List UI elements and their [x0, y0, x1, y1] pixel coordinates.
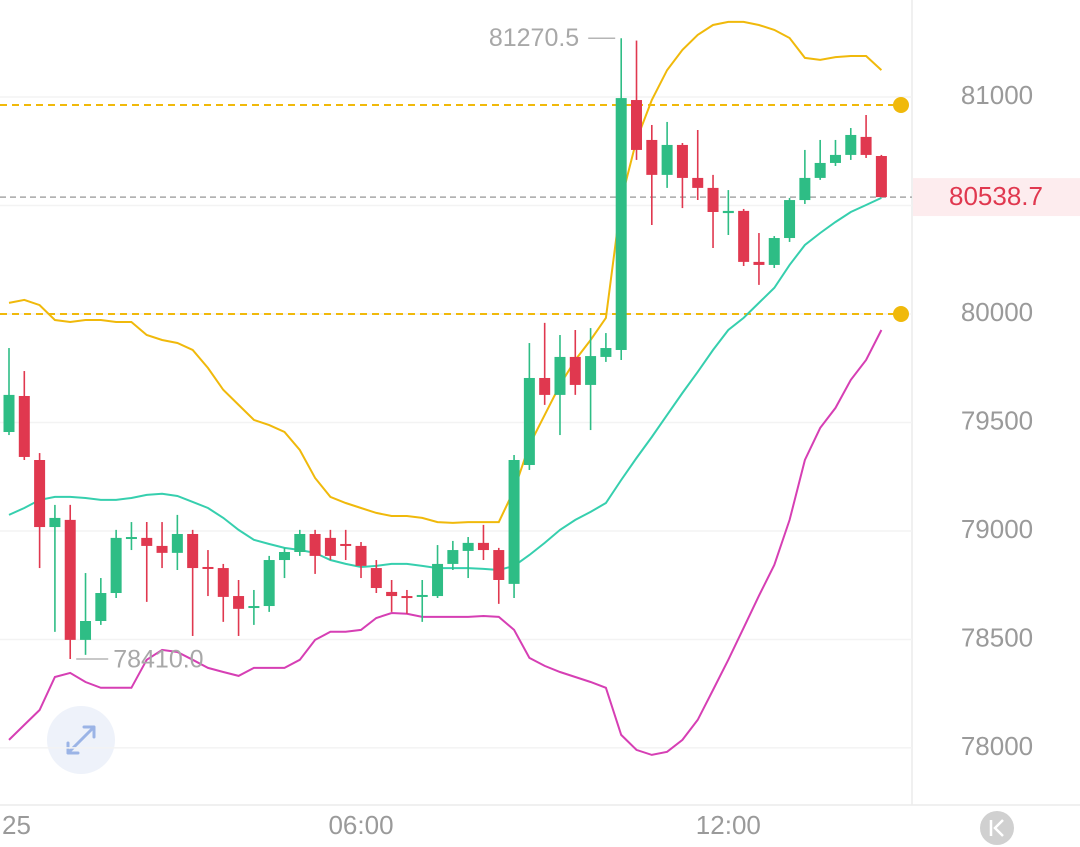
candle-body: [156, 545, 168, 553]
candle-body: [508, 460, 520, 584]
candle-body: [64, 519, 76, 640]
x-tick-label: 06:00: [328, 810, 393, 840]
candle-body: [202, 566, 214, 569]
candle-body: [661, 144, 673, 175]
candle-body: [370, 568, 382, 589]
indicator-line: [8, 329, 883, 756]
candle-body: [676, 144, 688, 178]
candle-body: [355, 545, 367, 566]
candle-body: [340, 543, 352, 546]
candle-body: [784, 200, 796, 239]
candle-body: [585, 356, 597, 385]
candle-body: [600, 348, 612, 357]
scroll-to-latest-button[interactable]: [980, 811, 1014, 845]
candle-body: [324, 537, 336, 556]
candle-body: [49, 517, 61, 528]
candle-body: [141, 537, 153, 546]
y-tick-label: 78500: [961, 622, 1033, 652]
candle-body: [263, 560, 275, 607]
candle-body: [125, 537, 137, 540]
candle-body: [569, 356, 581, 385]
price-line-handle: [893, 97, 909, 114]
x-tick-label: 12:00: [696, 810, 761, 840]
candle-body: [493, 550, 505, 580]
candle-body: [416, 594, 428, 597]
expand-button[interactable]: [47, 706, 115, 774]
candle-body: [462, 542, 474, 551]
indicator-line: [8, 196, 882, 572]
y-tick-label: 81000: [961, 80, 1033, 110]
candle-body: [432, 563, 444, 597]
candle-body: [707, 187, 719, 212]
candle-body: [646, 139, 658, 175]
x-tick-label: 25: [2, 810, 31, 840]
candle-body: [768, 238, 780, 265]
candle-body: [799, 177, 811, 201]
candle-body: [447, 550, 459, 564]
candle-body: [554, 356, 566, 395]
candle-body: [692, 177, 704, 188]
candle-body: [171, 533, 183, 553]
y-tick-label: 78000: [961, 731, 1033, 761]
y-tick-label: 79500: [961, 405, 1033, 435]
candle-body: [753, 261, 765, 265]
candle-body: [309, 533, 321, 556]
price-line-handle: [893, 305, 909, 322]
candle-body: [845, 134, 857, 155]
candle-body: [3, 394, 15, 433]
candle-body: [875, 156, 887, 198]
annotation-label: 78410.0: [113, 646, 203, 674]
y-tick-label: 80000: [961, 297, 1033, 327]
candle-body: [401, 596, 413, 599]
candle-body: [539, 377, 551, 395]
candle-body: [631, 100, 643, 150]
candle-body: [722, 210, 734, 214]
candle-body: [278, 552, 290, 561]
candle-body: [95, 593, 107, 621]
candle-body: [814, 162, 826, 178]
candle-body: [615, 98, 627, 350]
candle-body: [523, 377, 535, 465]
plot-area: [0, 20, 912, 756]
candle-body: [248, 606, 260, 609]
last-price-label: 80538.7: [949, 181, 1043, 211]
candle-body: [18, 395, 30, 457]
candle-body: [34, 460, 46, 528]
indicator-line: [8, 20, 883, 524]
candle-body: [217, 568, 229, 597]
annotation-label: 81270.5: [489, 24, 579, 52]
candle-body: [110, 537, 122, 594]
candle-body: [477, 542, 489, 551]
candle-body: [386, 591, 398, 597]
overlay: 780007850079000795008000080500810002506:…: [2, 24, 1080, 840]
last-price-box: [913, 178, 1080, 217]
candle-body: [738, 210, 750, 262]
candle-body: [829, 154, 841, 163]
candle-body: [860, 136, 872, 155]
candle-body: [233, 596, 245, 609]
candle-body: [294, 533, 306, 552]
y-tick-label: 79000: [961, 514, 1033, 544]
candle-body: [187, 533, 199, 569]
candle-body: [80, 621, 92, 640]
